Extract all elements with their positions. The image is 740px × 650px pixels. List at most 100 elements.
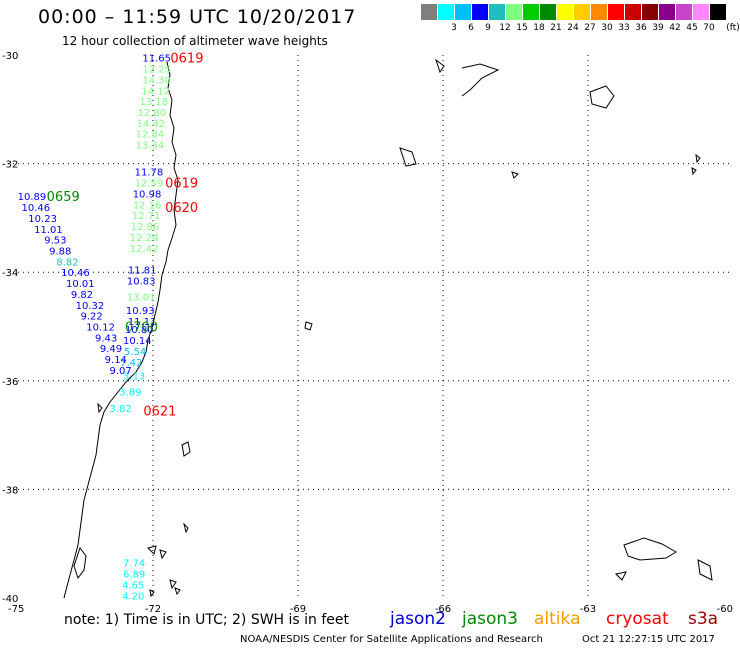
wave-height-label: 3.13 <box>123 371 145 382</box>
lake-top-1 <box>435 58 445 74</box>
scale-swatch <box>455 4 471 20</box>
lake-2 <box>183 522 189 534</box>
scale-label: 18 <box>533 23 545 33</box>
wave-height-label: 9.22 <box>81 312 103 323</box>
wave-height-label: 10.89 <box>18 192 47 203</box>
wave-height-label: 14.12 <box>141 86 170 97</box>
lat-tick-label: -36 <box>2 377 18 388</box>
graticule <box>8 55 733 598</box>
wave-height-label: 12.80 <box>138 108 167 119</box>
wave-height-label: 10.46 <box>22 203 51 214</box>
wave-height-label: 4.65 <box>122 580 144 591</box>
scale-label: 70 <box>703 23 715 33</box>
scale-label: 24 <box>567 23 579 33</box>
footer-credit: NOAA/NESDIS Center for Satellite Applica… <box>240 634 543 645</box>
wave-height-label: 8.82 <box>56 257 78 268</box>
wave-height-label: 12.71 <box>132 211 161 222</box>
scale-label: 45 <box>686 23 698 33</box>
lake-right <box>623 537 677 561</box>
island-chiloe <box>73 546 87 580</box>
wave-height-label: 13.01 <box>127 293 156 304</box>
wave-height-label: 12.25 <box>142 65 171 76</box>
scale-label: 27 <box>584 23 596 33</box>
scale-swatch <box>523 4 539 20</box>
scale-swatch <box>710 4 726 20</box>
lat-tick-label: -34 <box>2 268 18 279</box>
lon-tick-label: -63 <box>580 604 596 615</box>
wave-height-label: 10.12 <box>86 323 115 334</box>
legend-cryosat: cryosat <box>606 609 669 629</box>
wave-height-label: 9.14 <box>105 355 127 366</box>
scale-swatch <box>472 4 488 20</box>
wave-height-label: 12.59 <box>135 179 164 190</box>
lon-tick-label: -66 <box>435 604 451 615</box>
lat-tick-label: -40 <box>2 594 18 605</box>
lake-8 <box>304 321 313 331</box>
lat-tick-label: -32 <box>2 160 18 171</box>
wave-height-label: 10.98 <box>133 189 162 200</box>
pass-time-label: 0619 <box>165 177 198 192</box>
lake-top-2 <box>589 85 615 109</box>
lat-tick-label: -30 <box>2 51 18 62</box>
legend-s3a: s3a <box>688 609 719 629</box>
legend-altika: altika <box>534 609 581 629</box>
latitude-labels: -30 -32 -34 -36 -38 -40 <box>2 51 18 605</box>
pass-time-label: 0619 <box>170 52 203 67</box>
wave-height-label: 9.49 <box>100 344 122 355</box>
scale-swatch <box>506 4 522 20</box>
lake-5 <box>169 579 177 590</box>
wave-height-label: 12.42 <box>130 244 159 255</box>
lagoon-top <box>461 63 500 97</box>
lat-tick-label: -38 <box>2 485 18 496</box>
wave-height-label: 11.81 <box>128 265 157 276</box>
scale-swatch <box>608 4 624 20</box>
wave-height-label: 9.82 <box>71 290 93 301</box>
wave-height-label: 9.43 <box>95 333 117 344</box>
map-title: 00:00 – 11:59 UTC 10/20/2017 <box>38 6 357 28</box>
wave-height-label: 10.80 <box>125 325 154 336</box>
pass-time-label: 0620 <box>165 201 198 216</box>
wave-height-label: 3.82 <box>110 404 132 415</box>
lake-1 <box>181 441 191 457</box>
wave-height-label: 11.01 <box>34 225 63 236</box>
lon-tick-label: -60 <box>717 604 733 615</box>
longitude-labels: -75 -72 -69 -66 -63 -60 <box>8 604 733 615</box>
scale-swatch <box>676 4 692 20</box>
lake-7 <box>174 587 181 596</box>
wave-height-label: 9.88 <box>49 246 71 257</box>
wave-height-label: 10.46 <box>61 268 90 279</box>
scale-label: 9 <box>485 23 491 33</box>
lake-3 <box>147 545 157 555</box>
wave-height-label: 11.78 <box>135 168 164 179</box>
footer-timestamp: Oct 21 12:27:15 UTC 2017 <box>582 634 715 645</box>
pass-time-label: 0659 <box>47 190 80 205</box>
scale-label: 6 <box>468 23 474 33</box>
wave-height-label: 13.34 <box>136 141 165 152</box>
chile-coastline <box>63 61 179 599</box>
lon-tick-label: -69 <box>290 604 306 615</box>
scale-label: 21 <box>550 23 562 33</box>
scale-label: 42 <box>669 23 681 33</box>
wave-height-label: 5.54 <box>124 347 146 358</box>
lake-top-3 <box>399 147 417 167</box>
wave-height-label: 9.07 <box>110 366 132 377</box>
scale-swatch <box>591 4 607 20</box>
wave-height-label: 11.11 <box>128 317 157 328</box>
wave-height-label: 12.24 <box>130 233 159 244</box>
scale-swatch <box>540 4 556 20</box>
lon-tick-label: -75 <box>8 604 24 615</box>
wave-height-label: 11.65 <box>142 54 171 65</box>
wave-height-label: 13.18 <box>139 97 168 108</box>
scale-swatch <box>693 4 709 20</box>
wave-height-label: 4.20 <box>122 591 144 602</box>
scale-swatch <box>438 4 454 20</box>
wave-height-label: 3.89 <box>119 388 141 399</box>
wave-height-label: 9.53 <box>44 236 66 247</box>
scale-swatch <box>574 4 590 20</box>
scale-swatch <box>625 4 641 20</box>
coastline <box>63 58 713 599</box>
lon-tick-label: -72 <box>145 604 161 615</box>
scale-label: 12 <box>499 23 511 33</box>
scale-swatch <box>642 4 658 20</box>
island-mocha <box>97 402 103 414</box>
